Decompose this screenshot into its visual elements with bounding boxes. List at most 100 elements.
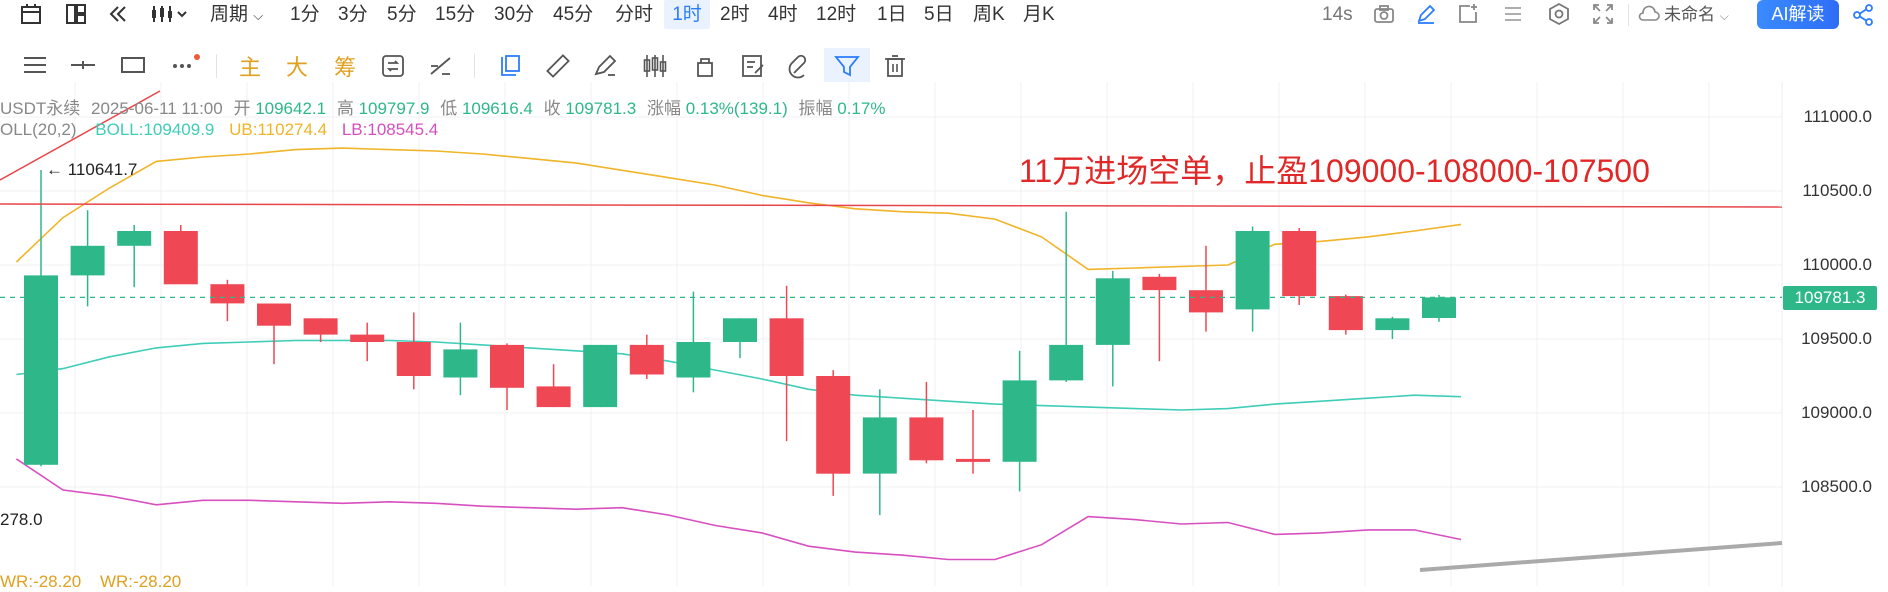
chevron-down-icon: ⌵ (253, 8, 264, 23)
symbol-name: USDT永续 (0, 99, 81, 118)
y-tick: 111000.0 (1803, 107, 1872, 126)
y-tick: 110500.0 (1802, 181, 1872, 200)
candle-body (443, 349, 478, 378)
candle-body (1095, 278, 1130, 345)
candle-body (1328, 296, 1363, 331)
trash-icon[interactable] (882, 53, 908, 79)
candle-body (956, 458, 990, 462)
candle-body (303, 318, 338, 335)
close-label: 收 (543, 99, 561, 118)
high-value: 109797.9 (358, 99, 430, 118)
toolbar-divider (216, 54, 217, 78)
close-value: 109781.3 (565, 99, 637, 118)
candle-body (1282, 231, 1317, 297)
change-label: 涨幅 (646, 99, 681, 118)
settings-hex-icon[interactable] (1547, 2, 1571, 26)
tool-big[interactable]: 大 (286, 55, 309, 80)
candles-icon[interactable] (642, 53, 668, 79)
copy-icon[interactable] (497, 53, 523, 79)
cloud-icon[interactable] (1637, 4, 1661, 24)
candle-body (1422, 297, 1456, 318)
amp-value: 0.17% (837, 99, 886, 118)
open-value: 109642.1 (255, 99, 327, 118)
ai-interpret-button[interactable]: AI解读 (1757, 0, 1839, 29)
candle-body (210, 284, 245, 304)
candle-body (490, 344, 524, 388)
interval-15m[interactable]: 15分 (435, 4, 476, 25)
interval-4h[interactable]: 4时 (768, 4, 798, 25)
interval-2h[interactable]: 2时 (720, 4, 750, 25)
lock-icon[interactable] (692, 53, 718, 79)
interval-timeshare[interactable]: 分时 (615, 4, 654, 25)
interval-1h[interactable]: 1时 (664, 0, 710, 29)
calendar-icon[interactable] (20, 3, 42, 25)
share-icon[interactable] (1851, 3, 1875, 27)
magnet-icon[interactable] (788, 53, 814, 79)
more-dots-icon[interactable] (170, 53, 200, 77)
arrow-left-icon: ← (46, 160, 63, 179)
resistance-line (0, 203, 1783, 208)
boll-lb-value: LB:108545.4 (341, 120, 439, 139)
layout-name-dropdown[interactable]: 未命名 ⌵ (1664, 0, 1729, 29)
boll-name: OLL(20,2) (0, 120, 77, 139)
refresh-compare-icon[interactable] (380, 53, 406, 79)
horizontal-line-icon[interactable] (70, 53, 96, 77)
candle-body (257, 303, 291, 326)
boll-ub-value: UB:110274.4 (229, 120, 328, 139)
high-marker-value: 110641.7 (67, 160, 138, 179)
interval-12h[interactable]: 12时 (816, 4, 857, 25)
interval-1m[interactable]: 1分 (290, 4, 320, 25)
candle-body (816, 376, 851, 474)
interval-month[interactable]: 月K (1023, 4, 1055, 25)
camera-icon[interactable] (1373, 4, 1395, 24)
change-value: 0.13%(139.1) (685, 99, 788, 118)
candle-body (1002, 380, 1037, 462)
ohlc-info: USDT永续 2025-06-11 11:00 开 109642.1 高 109… (0, 94, 885, 119)
chevron-down-icon: ⌵ (1719, 9, 1729, 23)
interval-week[interactable]: 周K (973, 4, 1005, 25)
drawing-toolbar: 主 大 筹 (0, 48, 1888, 82)
candle-body (117, 231, 152, 246)
last-price-tag: 109781.3 (1783, 286, 1877, 310)
candle-body (1375, 318, 1410, 331)
trade-annotation[interactable]: 11万进场空单，止盈109000-108000-107500 (1019, 153, 1650, 189)
brush-icon[interactable] (592, 53, 618, 79)
candle-body (1142, 276, 1177, 291)
period-dropdown[interactable]: 周期 ⌵ (210, 0, 263, 29)
candle-body (24, 275, 58, 465)
boll-info: OLL(20,2) BOLL:109409.9 UB:110274.4 LB:1… (0, 120, 438, 140)
interval-45m[interactable]: 45分 (553, 4, 594, 25)
wr-value: WR:-28.20 (0, 572, 82, 591)
candle-body (396, 342, 431, 376)
ruler-icon[interactable] (545, 53, 571, 79)
rewind-icon[interactable] (107, 3, 129, 25)
interval-3m[interactable]: 3分 (338, 4, 368, 25)
bar-datetime: 2025-06-11 11:00 (91, 99, 223, 118)
interval-1d[interactable]: 1日 (877, 4, 907, 25)
fullscreen-icon[interactable] (1592, 3, 1614, 25)
interval-5d[interactable]: 5日 (924, 4, 954, 25)
list-settings-icon[interactable] (1502, 3, 1524, 25)
layout-grid-icon[interactable] (65, 3, 87, 25)
candle-body (350, 334, 385, 342)
candle-body (163, 231, 198, 285)
filter-icon[interactable] (824, 48, 870, 82)
top-toolbar: 周期 ⌵ 1分 3分 5分 15分 30分 45分 分时 1时 2时 4时 12… (0, 0, 1888, 32)
candle-body (1049, 344, 1084, 381)
toolbar-divider (474, 54, 475, 78)
note-edit-icon[interactable] (740, 53, 766, 79)
amp-label: 振幅 (798, 99, 833, 118)
interval-30m[interactable]: 30分 (494, 4, 535, 25)
candle-type-icon[interactable] (150, 3, 190, 25)
tool-main[interactable]: 主 (239, 55, 262, 80)
pen-icon[interactable] (1415, 3, 1437, 25)
add-window-icon[interactable] (1457, 3, 1479, 25)
trend-tool-icon[interactable] (428, 53, 454, 79)
rectangle-icon[interactable] (120, 53, 146, 77)
interval-5m[interactable]: 5分 (387, 4, 417, 25)
support-line (1419, 541, 1783, 572)
menu-lines-icon[interactable] (22, 53, 48, 77)
tool-chips[interactable]: 筹 (334, 55, 357, 80)
open-label: 开 (233, 99, 251, 118)
